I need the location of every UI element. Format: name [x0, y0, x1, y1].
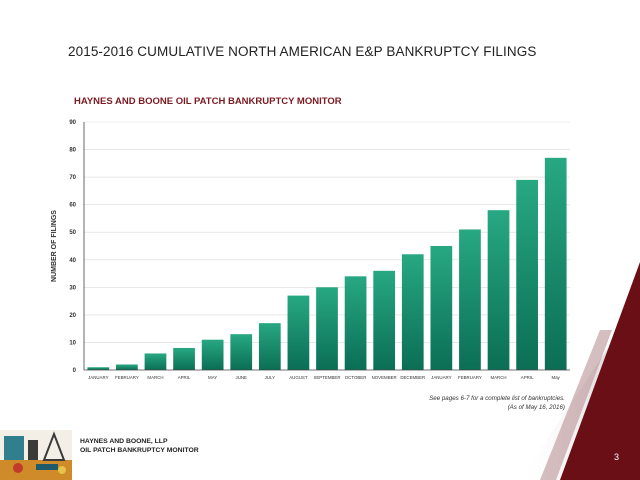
bar: [116, 364, 138, 370]
bar: [287, 295, 310, 370]
x-tick-label: FEBRUARY: [458, 375, 482, 380]
y-tick-label: 80: [69, 148, 76, 154]
footer-firm-name: HAYNES AND BOONE, LLP: [80, 438, 168, 445]
y-tick-label: 40: [69, 258, 76, 264]
bar: [173, 347, 195, 370]
x-tick-label: FEBRUARY: [115, 375, 139, 380]
bar: [316, 287, 338, 370]
y-tick-label: 30: [69, 285, 76, 291]
x-tick-label: APRIL: [178, 375, 191, 380]
x-tick-label: JANUARY: [88, 375, 108, 380]
bar: [144, 353, 167, 370]
x-tick-label: JANUARY: [431, 375, 451, 380]
x-tick-label: DECEMBER: [400, 375, 425, 380]
footnote: See pages 6-7 for a complete list of ban…: [429, 394, 565, 412]
x-tick-label: APRIL: [521, 375, 534, 380]
x-tick-label: May: [552, 375, 561, 380]
bar: [430, 246, 453, 370]
page-number: 3: [614, 452, 620, 462]
chart-title: HAYNES AND BOONE OIL PATCH BANKRUPTCY MO…: [74, 96, 342, 107]
x-tick-label: JUNE: [236, 375, 248, 380]
y-tick-label: 60: [69, 203, 76, 209]
x-tick-label: NOVEMBER: [372, 375, 397, 380]
bars: [87, 157, 567, 370]
x-tick-label: MARCH: [147, 375, 163, 380]
corner-red-band: [560, 262, 640, 480]
bar: [344, 276, 367, 370]
x-tick-label: OCTOBER: [345, 375, 367, 380]
bar: [459, 229, 481, 370]
bar: [516, 179, 538, 370]
x-axis-ticks: JANUARY FEBRUARY MARCH APRIL MAY JUNE JULY AUGU…: [88, 375, 561, 380]
footer-publication: OIL PATCH BANKRUPTCY MONITOR: [80, 447, 199, 454]
y-tick-label: 20: [69, 313, 76, 319]
y-tick-label: 90: [69, 120, 76, 126]
x-tick-label: SEPTEMBER: [313, 375, 340, 380]
y-tick-label: 50: [69, 230, 76, 236]
bar: [487, 210, 510, 370]
footnote-line-1: See pages 6-7 for a complete list of ban…: [429, 395, 565, 402]
y-axis-ticks: 0 10 20 30 40 50 60 70 80 90: [69, 120, 76, 374]
x-tick-label: MAY: [208, 375, 217, 380]
oil-patch-illustration: [0, 430, 72, 480]
bar: [87, 367, 110, 370]
footer-text: HAYNES AND BOONE, LLP OIL PATCH BANKRUPT…: [80, 437, 199, 455]
x-tick-label: JULY: [265, 375, 275, 380]
bar: [373, 270, 396, 370]
y-tick-label: 0: [73, 368, 77, 374]
x-tick-label: AUGUST: [289, 375, 308, 380]
y-tick-label: 10: [69, 340, 76, 346]
bar: [201, 339, 224, 370]
bar: [258, 323, 281, 370]
y-tick-label: 70: [69, 175, 76, 181]
slide-title: 2015-2016 CUMULATIVE NORTH AMERICAN E&P …: [68, 44, 537, 59]
y-axis-label: NUMBER OF FILINGS: [51, 210, 58, 282]
bar: [401, 254, 424, 370]
x-tick-label: MARCH: [490, 375, 506, 380]
bar: [230, 334, 253, 370]
footnote-line-2: (As of May 16, 2016): [507, 404, 565, 411]
bar: [544, 157, 567, 370]
